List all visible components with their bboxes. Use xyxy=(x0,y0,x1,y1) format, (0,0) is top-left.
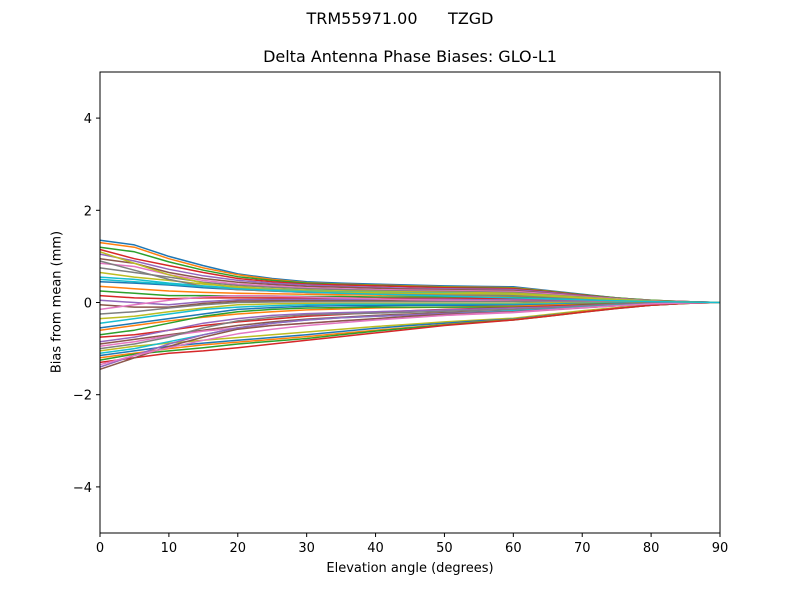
data-lines xyxy=(99,239,721,371)
y-axis-label: Bias from mean (mm) xyxy=(49,230,65,374)
antenna-name: TRM55971.00 xyxy=(306,9,418,28)
series-line xyxy=(99,301,721,364)
x-tick-label: 70 xyxy=(574,541,591,556)
y-tick-label: 4 xyxy=(84,112,92,127)
x-tick-label: 60 xyxy=(505,541,522,556)
x-tick-label: 10 xyxy=(161,541,178,556)
figure-suptitle: TRM55971.00 TZGD xyxy=(0,9,800,28)
x-tick-label: 0 xyxy=(96,541,104,556)
x-tick-label: 40 xyxy=(367,541,384,556)
x-tick-label: 80 xyxy=(643,541,660,556)
y-tick-label: −4 xyxy=(73,481,92,496)
series-line xyxy=(99,278,721,304)
series-line xyxy=(99,251,721,304)
series-line xyxy=(99,301,721,366)
x-tick-label: 20 xyxy=(230,541,247,556)
y-axis-ticks: −4 −2 0 2 4 xyxy=(73,112,100,496)
x-axis-label: Elevation angle (degrees) xyxy=(326,561,494,576)
y-tick-label: 2 xyxy=(84,204,92,219)
x-tick-label: 30 xyxy=(298,541,315,556)
y-tick-label: −2 xyxy=(73,389,92,404)
x-axis-ticks: 0 10 20 30 40 50 60 70 80 90 xyxy=(96,533,728,556)
x-tick-label: 50 xyxy=(436,541,453,556)
y-tick-label: 0 xyxy=(84,297,92,312)
x-tick-label: 90 xyxy=(712,541,729,556)
chart-title: Delta Antenna Phase Biases: GLO-L1 xyxy=(263,47,557,66)
radome-name: TZGD xyxy=(448,9,494,28)
